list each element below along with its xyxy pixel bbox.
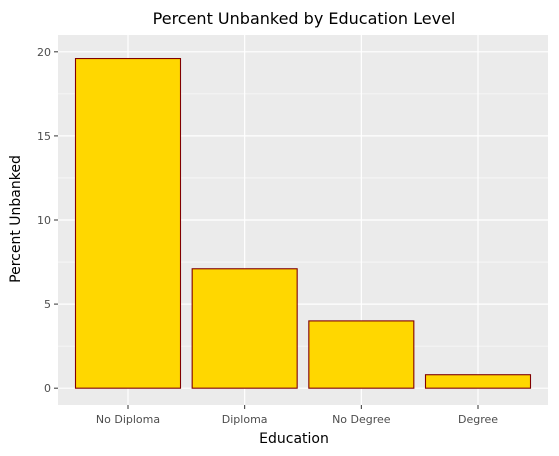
y-tick-label: 5 [44, 298, 51, 311]
x-axis-title: Education [259, 431, 329, 447]
bar-diploma [191, 268, 298, 389]
y-tick-label: 0 [44, 382, 51, 395]
bar-no-diploma [74, 57, 182, 389]
y-tick-label: 20 [37, 46, 51, 59]
y-axis: 0 5 10 15 20 [37, 46, 58, 395]
x-tick-label: Degree [458, 413, 498, 426]
x-axis: No Diploma Diploma No Degree Degree [96, 405, 498, 426]
y-tick-label: 15 [37, 130, 51, 143]
chart-title: Percent Unbanked by Education Level [153, 9, 456, 28]
bar-degree [424, 374, 532, 389]
y-tick-label: 10 [37, 214, 51, 227]
y-axis-title: Percent Unbanked [8, 155, 24, 283]
x-tick-label: No Degree [332, 413, 391, 426]
bar-no-degree [308, 320, 415, 389]
x-tick-label: Diploma [222, 413, 268, 426]
bars [74, 57, 532, 389]
x-tick-label: No Diploma [96, 413, 160, 426]
